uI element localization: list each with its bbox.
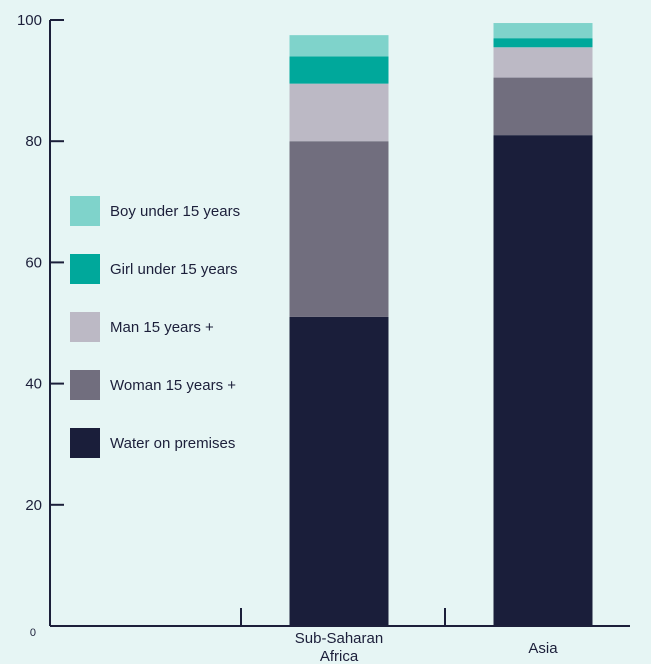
legend-label: Boy under 15 years	[110, 203, 240, 220]
legend-item: Girl under 15 years	[70, 254, 238, 284]
legend-label: Woman 15 years +	[110, 377, 236, 394]
bar-segment-man-15-years--sub-saharan-africa	[289, 83, 389, 142]
bar-segment-woman-15-years--sub-saharan-africa	[289, 141, 389, 317]
legend-swatch	[70, 428, 100, 458]
bar-segment-woman-15-years--asia	[493, 77, 593, 136]
bar-segment-water-on-premises-asia	[493, 135, 593, 626]
bar-segment-girl-under-15-years-sub-saharan-africa	[289, 56, 389, 84]
legend: Boy under 15 years Girl under 15 years Man…	[70, 196, 240, 458]
x-tick-label: Asia	[528, 640, 558, 657]
legend-label: Water on premises	[110, 435, 235, 452]
bar-segment-man-15-years--asia	[493, 47, 593, 78]
y-tick-label: 100	[17, 12, 42, 29]
y-tick-label: 40	[25, 376, 42, 393]
y-tick-label: 80	[25, 133, 42, 150]
legend-swatch	[70, 254, 100, 284]
x-tick-label: Sub-Saharan Africa	[295, 630, 383, 664]
legend-item: Boy under 15 years	[70, 196, 240, 226]
legend-item: Water on premises	[70, 428, 235, 458]
legend-swatch	[70, 370, 100, 400]
legend-label: Man 15 years +	[110, 319, 214, 336]
y-tick-label: 60	[25, 254, 42, 271]
y-tick-label: 20	[25, 497, 42, 514]
legend-swatch	[70, 196, 100, 226]
bar-segment-boy-under-15-years-asia	[493, 23, 593, 39]
legend-swatch	[70, 312, 100, 342]
axes-layer: 0 20 40 60 80 100 Sub-Saharan Africa Asia	[17, 12, 630, 664]
bar-segment-water-on-premises-sub-saharan-africa	[289, 316, 389, 626]
legend-item: Man 15 years +	[70, 312, 214, 342]
bar-segment-girl-under-15-years-asia	[493, 38, 593, 48]
legend-label: Girl under 15 years	[110, 261, 238, 278]
bars-layer	[289, 23, 593, 626]
legend-item: Woman 15 years +	[70, 370, 236, 400]
bar-segment-boy-under-15-years-sub-saharan-africa	[289, 35, 389, 57]
y-tick-label: 0	[30, 627, 36, 639]
